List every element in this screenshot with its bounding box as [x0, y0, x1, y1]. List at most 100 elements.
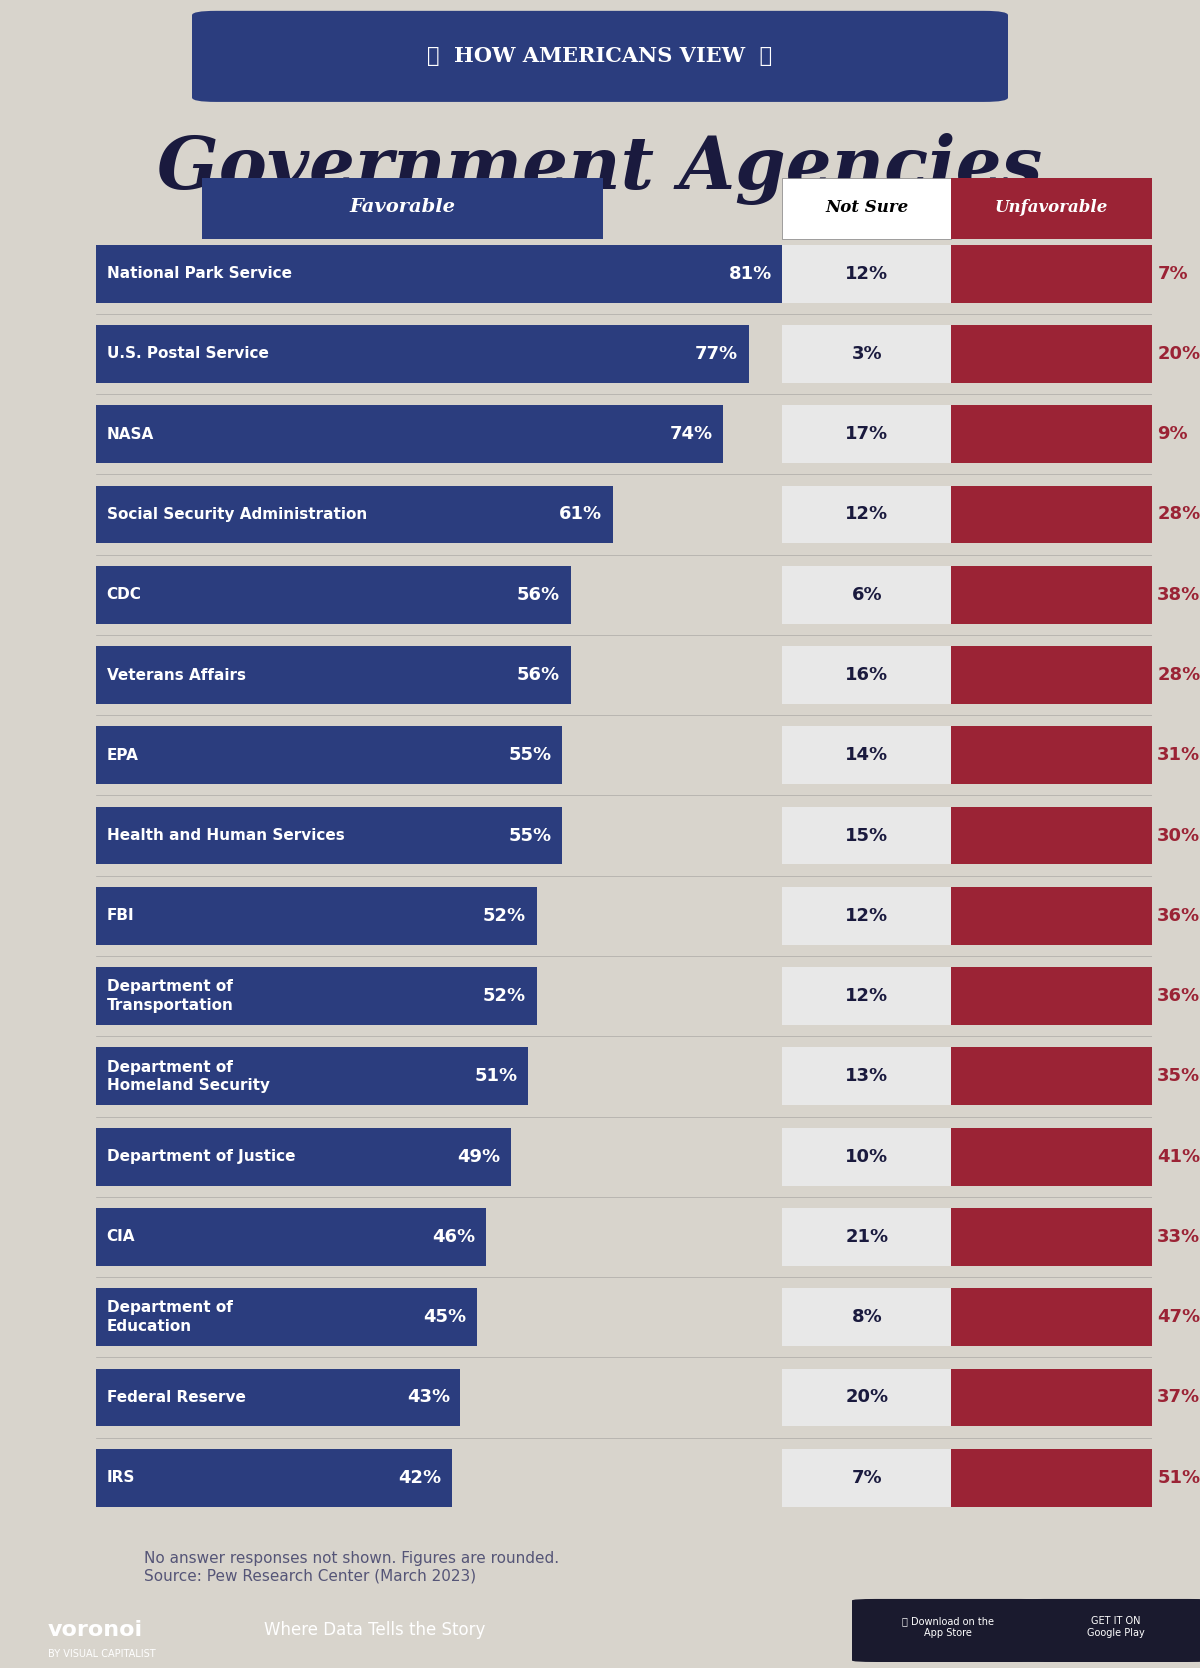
FancyBboxPatch shape	[1020, 1600, 1200, 1661]
Text: 20%: 20%	[845, 1388, 888, 1406]
Bar	[96, 1208, 486, 1266]
Text: voronoi: voronoi	[48, 1621, 143, 1640]
Text: 35%: 35%	[1157, 1068, 1200, 1086]
Text: 56%: 56%	[517, 585, 560, 604]
Text: 10%: 10%	[845, 1148, 888, 1166]
Text: Government Agencies: Government Agencies	[157, 133, 1043, 205]
Text: 36%: 36%	[1157, 987, 1200, 1006]
FancyBboxPatch shape	[202, 178, 602, 239]
Text: 6%: 6%	[852, 585, 882, 604]
Text: 12%: 12%	[845, 987, 888, 1006]
Bar	[782, 1128, 952, 1186]
Bar	[96, 967, 536, 1026]
Bar	[952, 1208, 1152, 1266]
Bar	[952, 1449, 1152, 1506]
Text: 9%: 9%	[1157, 425, 1188, 444]
Bar	[782, 1288, 952, 1346]
Text: 52%: 52%	[482, 907, 526, 924]
Bar	[782, 1208, 952, 1266]
Text: 28%: 28%	[1157, 505, 1200, 524]
Bar	[782, 1368, 952, 1426]
Text: Veterans Affairs: Veterans Affairs	[107, 667, 246, 682]
FancyBboxPatch shape	[192, 12, 1008, 102]
Text: 7%: 7%	[852, 1470, 882, 1486]
Text: 51%: 51%	[474, 1068, 517, 1086]
Bar	[952, 726, 1152, 784]
Text: EPA: EPA	[107, 747, 138, 762]
Text: 52%: 52%	[482, 987, 526, 1006]
Text: Health and Human Services: Health and Human Services	[107, 827, 344, 842]
Text: No answer responses not shown. Figures are rounded.
Source: Pew Research Center : No answer responses not shown. Figures a…	[144, 1551, 559, 1583]
Text: 56%: 56%	[517, 666, 560, 684]
Text: CIA: CIA	[107, 1229, 136, 1244]
Bar	[96, 887, 536, 944]
Text: ★  HOW AMERICANS VIEW  ★: ★ HOW AMERICANS VIEW ★	[427, 47, 773, 67]
Text: CDC: CDC	[107, 587, 142, 602]
Text: U.S. Postal Service: U.S. Postal Service	[107, 347, 269, 362]
Bar	[96, 565, 570, 624]
Text: GET IT ON
Google Play: GET IT ON Google Play	[1087, 1616, 1145, 1638]
Text: 12%: 12%	[845, 265, 888, 282]
Text: Unfavorable: Unfavorable	[995, 198, 1109, 215]
Bar	[952, 245, 1152, 302]
Text: 37%: 37%	[1157, 1388, 1200, 1406]
Bar	[96, 405, 724, 464]
Bar	[96, 1288, 478, 1346]
Text: 49%: 49%	[457, 1148, 500, 1166]
Text: National Park Service: National Park Service	[107, 267, 292, 282]
Bar	[952, 967, 1152, 1026]
Text: 3%: 3%	[852, 345, 882, 364]
Text: 74%: 74%	[670, 425, 713, 444]
Bar	[96, 325, 749, 384]
Text: Social Security Administration: Social Security Administration	[107, 507, 367, 522]
Text: 15%: 15%	[845, 827, 888, 844]
Bar	[952, 1048, 1152, 1106]
Bar	[782, 1048, 952, 1106]
Bar	[952, 887, 1152, 944]
Text: Department of
Education: Department of Education	[107, 1301, 233, 1334]
Text: 81%: 81%	[728, 265, 772, 282]
Text: IRS: IRS	[107, 1470, 134, 1485]
Text: 47%: 47%	[1157, 1308, 1200, 1326]
Text: 42%: 42%	[398, 1470, 442, 1486]
Bar	[96, 485, 613, 544]
Text: 20%: 20%	[1157, 345, 1200, 364]
Text: 55%: 55%	[509, 827, 552, 844]
Text: 13%: 13%	[845, 1068, 888, 1086]
Bar	[782, 1449, 952, 1506]
Text: FBI: FBI	[107, 909, 134, 924]
Text: Department of
Transportation: Department of Transportation	[107, 979, 234, 1012]
Bar	[952, 807, 1152, 864]
Text: 7%: 7%	[1157, 265, 1188, 282]
Text: 8%: 8%	[852, 1308, 882, 1326]
Text: 🍎 Download on the
App Store: 🍎 Download on the App Store	[902, 1616, 994, 1638]
Text: Federal Reserve: Federal Reserve	[107, 1389, 246, 1404]
Text: 45%: 45%	[424, 1308, 467, 1326]
Bar	[952, 565, 1152, 624]
Text: 36%: 36%	[1157, 907, 1200, 924]
Text: 12%: 12%	[845, 907, 888, 924]
Bar	[96, 726, 562, 784]
Text: 33%: 33%	[1157, 1228, 1200, 1246]
Text: 30%: 30%	[1157, 827, 1200, 844]
Bar	[96, 1128, 511, 1186]
Bar	[96, 807, 562, 864]
Bar	[782, 405, 952, 464]
Bar	[782, 887, 952, 944]
Bar	[96, 1449, 452, 1506]
Text: 77%: 77%	[695, 345, 738, 364]
Bar	[782, 565, 952, 624]
Bar	[782, 726, 952, 784]
Bar	[782, 485, 952, 544]
Text: 38%: 38%	[1157, 585, 1200, 604]
Bar	[952, 646, 1152, 704]
Text: 41%: 41%	[1157, 1148, 1200, 1166]
Text: 55%: 55%	[509, 746, 552, 764]
Text: 16%: 16%	[845, 666, 888, 684]
Bar	[952, 325, 1152, 384]
Text: Favorable: Favorable	[349, 198, 455, 217]
Text: 21%: 21%	[845, 1228, 888, 1246]
Text: 14%: 14%	[845, 746, 888, 764]
Bar	[782, 325, 952, 384]
Text: NASA: NASA	[107, 427, 154, 442]
